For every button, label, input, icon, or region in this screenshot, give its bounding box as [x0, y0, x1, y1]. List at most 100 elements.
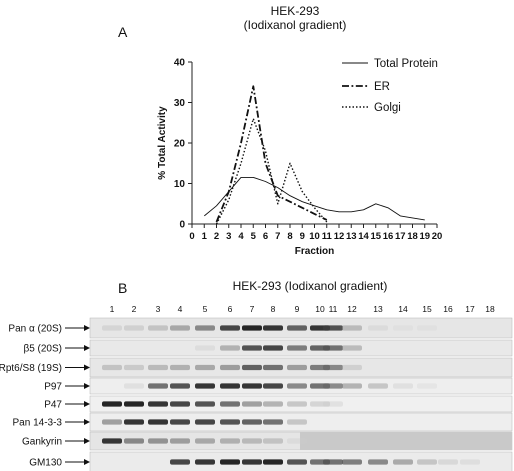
series-line-golgi [215, 117, 328, 225]
blot-arrow-head [84, 438, 90, 444]
blot-band [148, 401, 168, 407]
blot-band [393, 459, 413, 465]
blot-row: P97 [44, 377, 513, 395]
fraction-number: 8 [271, 304, 276, 314]
panel-a-title-line1: HEK-293 [270, 4, 320, 18]
blot-band [263, 459, 283, 465]
blot-band [220, 325, 240, 331]
blot-band [220, 383, 240, 389]
blot-band [323, 364, 343, 371]
blot-band [287, 438, 307, 444]
blot-band [287, 325, 307, 331]
blot-band [195, 345, 215, 351]
blot-band [263, 364, 283, 371]
fraction-number: 14 [398, 304, 408, 314]
blot-band [124, 364, 144, 371]
panel-a-letter: A [118, 24, 128, 40]
blot-band [124, 383, 144, 389]
panel-a-title: HEK-293 (Iodixanol gradient) [225, 4, 365, 32]
x-tick-label: 10 [309, 231, 320, 242]
blot-band [195, 419, 215, 425]
y-tick-label: 30 [174, 98, 186, 109]
blot-band [368, 459, 388, 465]
blot-band [170, 438, 190, 444]
x-tick-label: 7 [275, 231, 280, 242]
panel-b-title: HEK-293 (Iodixanol gradient) [232, 279, 388, 293]
blot-shaded-region [300, 432, 512, 450]
fraction-number: 6 [228, 304, 233, 314]
fraction-number: 2 [132, 304, 137, 314]
blot-label: P47 [44, 400, 62, 411]
blot-band [287, 383, 307, 389]
blot-band [393, 383, 413, 389]
x-tick-label: 1 [202, 231, 208, 242]
blot-band [263, 438, 283, 444]
blot-band [148, 419, 168, 425]
blot-band [195, 383, 215, 389]
x-tick-label: 20 [432, 231, 443, 242]
blot-band [393, 325, 413, 331]
blot-band [342, 345, 362, 351]
fraction-number: 7 [250, 304, 255, 314]
x-axis-label: Fraction [295, 246, 334, 257]
blot-band [148, 325, 168, 331]
blot-band [195, 364, 215, 371]
blot-band [220, 345, 240, 351]
blot-band [220, 459, 240, 465]
blot-arrow-head [84, 383, 90, 389]
blot-band [170, 325, 190, 331]
blot-band [170, 401, 190, 407]
blot-row: Pan 14-3-3 [13, 412, 513, 432]
panel-b-letter: B [118, 280, 128, 296]
x-tick-label: 19 [419, 231, 430, 242]
x-tick-label: 0 [189, 231, 194, 242]
blot-band [242, 383, 262, 389]
series-line-total-protein [204, 176, 425, 221]
blot-band [242, 459, 262, 465]
fraction-number: 13 [373, 304, 383, 314]
blot-band [242, 401, 262, 407]
fraction-number: 3 [156, 304, 161, 314]
blot-band [323, 325, 343, 331]
blot-band [102, 325, 122, 331]
blot-band [417, 383, 437, 389]
series-line-er [215, 85, 328, 223]
blot-band [342, 383, 362, 389]
blot-band [170, 459, 190, 465]
blot-row: P47 [44, 395, 513, 413]
blot-band [263, 383, 283, 389]
x-tick-label: 5 [251, 231, 257, 242]
x-tick-label: 9 [300, 231, 305, 242]
blot-band [124, 325, 144, 331]
blot-band [263, 325, 283, 331]
blot-band [242, 325, 262, 331]
x-tick-label: 15 [370, 231, 381, 242]
x-tick-label: 13 [346, 231, 357, 242]
fraction-number: 11 [329, 304, 338, 314]
y-tick-label: 0 [179, 220, 185, 231]
x-tick-label: 11 [322, 231, 333, 242]
blot-band [368, 383, 388, 389]
blot-row: Rpt6/S8 (19S) [0, 357, 513, 378]
blot-label: P97 [44, 382, 62, 393]
blot-band [242, 419, 262, 425]
blot-row: Pan α (20S) [8, 317, 513, 339]
blot-band [287, 419, 307, 425]
x-tick-label: 12 [334, 231, 345, 242]
blot-band [124, 438, 144, 444]
blot-band [460, 459, 480, 465]
blot-band [242, 364, 262, 371]
blot-band [310, 401, 330, 407]
blot-label: β5 (20S) [23, 344, 62, 355]
x-tick-label: 4 [238, 231, 244, 242]
blot-band [323, 401, 343, 407]
blot-band [124, 419, 144, 425]
blot-band [148, 364, 168, 371]
x-tick-label: 2 [214, 231, 219, 242]
blot-band [195, 459, 215, 465]
fraction-number: 18 [485, 304, 495, 314]
blot-label: GM130 [29, 458, 62, 469]
blot-band [323, 345, 343, 351]
